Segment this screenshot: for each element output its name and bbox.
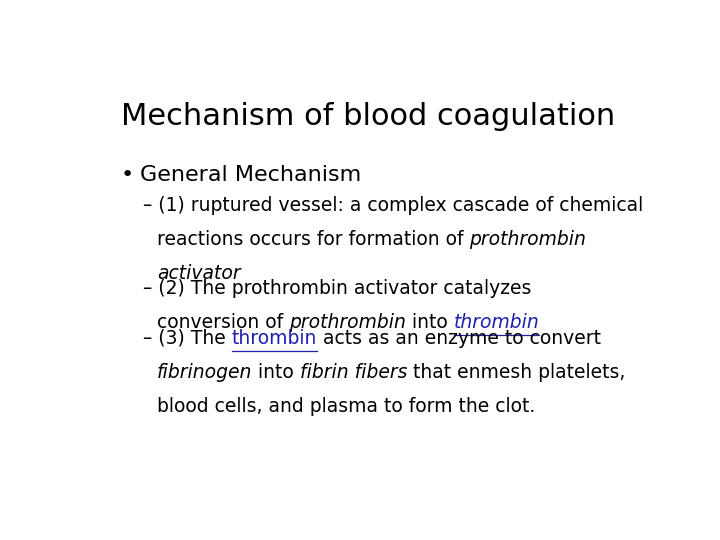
- Text: that enmesh platelets,: that enmesh platelets,: [408, 363, 626, 382]
- Text: prothrombin: prothrombin: [289, 313, 406, 332]
- Text: Mechanism of blood coagulation: Mechanism of blood coagulation: [121, 102, 615, 131]
- Text: thrombin: thrombin: [454, 313, 539, 332]
- Text: – (3) The: – (3) The: [143, 329, 232, 348]
- Text: reactions occurs for formation of: reactions occurs for formation of: [157, 230, 469, 249]
- Text: – (2) The prothrombin activator catalyzes: – (2) The prothrombin activator catalyze…: [143, 279, 531, 298]
- Text: •: •: [121, 165, 134, 185]
- Text: acts as an enzyme to convert: acts as an enzyme to convert: [317, 329, 601, 348]
- Text: thrombin: thrombin: [232, 329, 317, 348]
- Text: blood cells, and plasma to form the clot.: blood cells, and plasma to form the clot…: [157, 397, 535, 416]
- Text: General Mechanism: General Mechanism: [140, 165, 361, 185]
- Text: activator: activator: [157, 264, 240, 283]
- Text: into: into: [406, 313, 454, 332]
- Text: fibrinogen: fibrinogen: [157, 363, 252, 382]
- Text: into: into: [252, 363, 300, 382]
- Text: fibrin fibers: fibrin fibers: [300, 363, 408, 382]
- Text: – (1) ruptured vessel: a complex cascade of chemical: – (1) ruptured vessel: a complex cascade…: [143, 196, 643, 215]
- Text: conversion of: conversion of: [157, 313, 289, 332]
- Text: prothrombin: prothrombin: [469, 230, 586, 249]
